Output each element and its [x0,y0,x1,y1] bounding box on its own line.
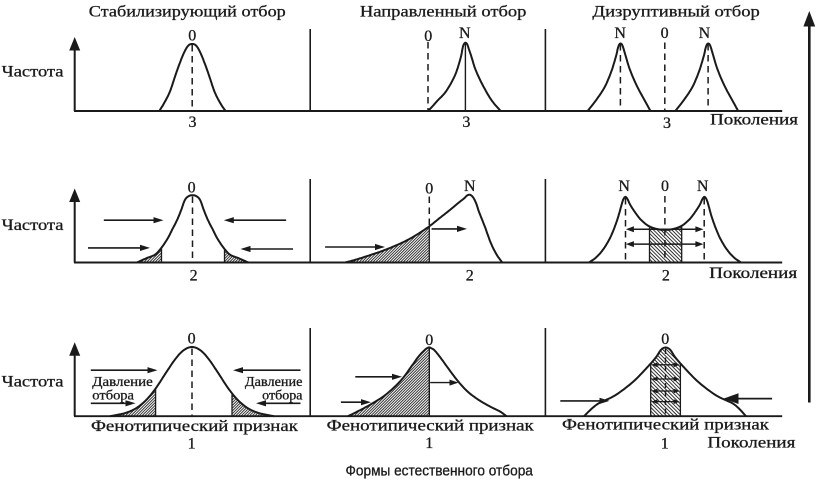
svg-text:Фенотипический признак: Фенотипический признак [562,416,769,434]
svg-text:2: 2 [190,268,198,285]
svg-text:3: 3 [663,115,671,132]
svg-text:Дизруптивный отбор: Дизруптивный отбор [592,3,759,20]
svg-text:1: 1 [188,435,196,452]
svg-text:Поколения: Поколения [710,112,798,129]
svg-text:N: N [699,25,711,42]
svg-text:2: 2 [466,268,474,285]
svg-text:0: 0 [425,181,433,198]
svg-text:Поколения: Поколения [709,265,797,282]
svg-text:Фенотипический признак: Фенотипический признак [91,417,298,435]
svg-text:0: 0 [661,331,669,348]
svg-text:Частота: Частота [2,217,64,234]
svg-text:Частота: Частота [2,374,64,391]
svg-text:Поколения: Поколения [707,434,795,451]
svg-text:Давление: Давление [92,374,153,389]
svg-text:отбора: отбора [262,387,302,402]
svg-text:Частота: Частота [2,63,64,80]
svg-text:0: 0 [188,27,196,44]
svg-text:Фенотипический признак: Фенотипический признак [327,416,534,434]
svg-text:0: 0 [424,28,432,45]
svg-text:Стабилизирующий отбор: Стабилизирующий отбор [89,3,286,20]
svg-text:3: 3 [462,114,470,131]
svg-text:отбора: отбора [92,387,134,402]
svg-text:N: N [697,178,709,195]
svg-text:3: 3 [189,114,197,131]
svg-text:1: 1 [661,436,669,453]
svg-text:0: 0 [661,25,669,42]
svg-text:0: 0 [661,178,669,195]
svg-text:N: N [459,25,471,42]
svg-text:N: N [464,178,476,195]
svg-text:0: 0 [188,179,196,196]
svg-text:Давление: Давление [245,374,303,389]
svg-text:1: 1 [425,435,433,452]
svg-text:2: 2 [662,268,670,285]
svg-text:N: N [614,25,626,42]
svg-text:N: N [618,178,630,195]
svg-text:Направленный отбор: Направленный отбор [360,3,527,20]
svg-text:0: 0 [425,332,433,349]
svg-text:0: 0 [188,331,196,348]
svg-text:Формы естественного отбора: Формы естественного отбора [346,462,534,479]
